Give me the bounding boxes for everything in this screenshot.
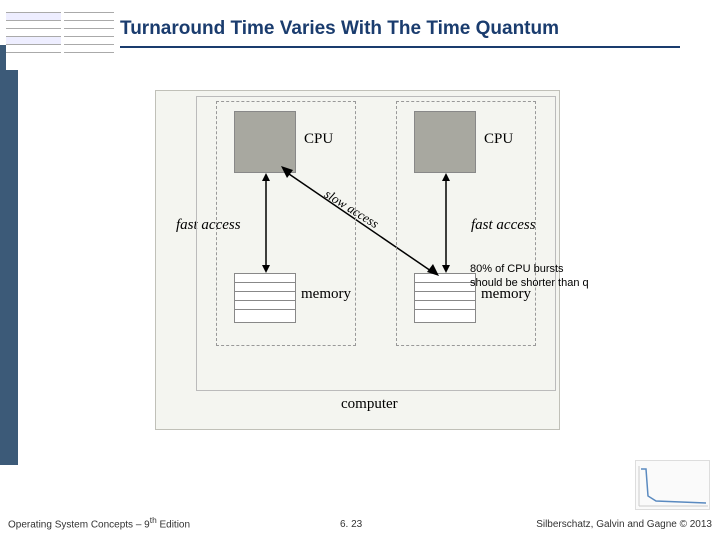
computer-group xyxy=(196,96,556,391)
slide-title: Turnaround Time Varies With The Time Qua… xyxy=(120,18,710,46)
title-bar: Turnaround Time Varies With The Time Qua… xyxy=(120,18,710,48)
next-slide-thumbnail xyxy=(635,460,710,510)
annotation-note: 80% of CPU bursts should be shorter than… xyxy=(470,262,589,291)
footer-left: Operating System Concepts – 9th Edition xyxy=(8,515,190,530)
footer-left-sup: th xyxy=(150,515,157,525)
annotation-line-1: 80% of CPU bursts xyxy=(470,263,564,275)
diagram-frame: CPU CPU memory memory fast access fast a… xyxy=(155,90,560,430)
computer-label: computer xyxy=(341,396,398,413)
footer-page-number: 6. 23 xyxy=(340,519,362,530)
sidebar-accent xyxy=(0,45,18,465)
footer-right: Silberschatz, Galvin and Gagne © 2013 xyxy=(536,519,712,530)
title-underline xyxy=(120,46,680,48)
annotation-line-2: should be shorter than q xyxy=(470,277,589,289)
footer-left-suffix: Edition xyxy=(157,519,190,530)
slide-thumbnail xyxy=(6,5,116,70)
footer-left-prefix: Operating System Concepts – 9 xyxy=(8,519,150,530)
